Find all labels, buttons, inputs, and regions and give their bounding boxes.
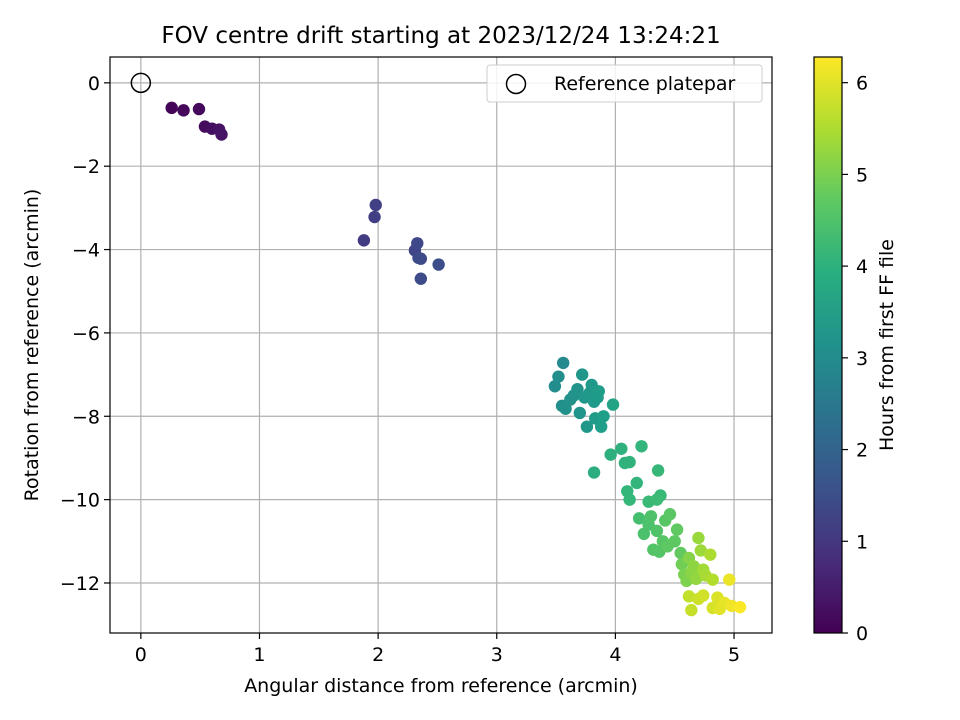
y-axis-ticks: 0 −2 −4 −6 −8 −10 −12 <box>60 73 110 595</box>
reference-platepar-marker <box>130 72 152 94</box>
data-point <box>369 198 382 212</box>
data-point <box>723 573 736 586</box>
data-point <box>571 382 584 396</box>
data-point <box>696 589 710 602</box>
data-point <box>606 398 620 411</box>
legend-marker-icon <box>505 73 527 95</box>
legend: Reference platepar <box>486 64 763 103</box>
data-point <box>692 531 705 545</box>
colorbar-tick-label: 5 <box>856 164 868 186</box>
data-point <box>548 380 562 393</box>
data-point <box>623 455 636 469</box>
x-axis-ticks: 0 1 2 3 4 5 <box>135 633 740 666</box>
data-point <box>706 573 719 586</box>
data-point <box>559 402 572 415</box>
data-point <box>733 600 747 614</box>
x-axis-label: Angular distance from reference (arcmin) <box>244 675 638 697</box>
data-point <box>357 234 371 247</box>
data-point <box>580 420 594 433</box>
colorbar-tick-label: 0 <box>856 623 868 645</box>
y-tick-label: −4 <box>72 240 100 262</box>
data-point <box>177 104 190 117</box>
y-tick-label: −6 <box>72 323 100 345</box>
x-tick-label: 1 <box>253 644 265 666</box>
chart-title: FOV centre drift starting at 2023/12/24 … <box>161 23 720 49</box>
data-points <box>165 101 747 617</box>
data-point <box>556 356 570 370</box>
data-point <box>414 272 428 285</box>
data-point <box>682 590 696 603</box>
colorbar-tick-label: 4 <box>856 256 868 278</box>
data-point <box>685 603 698 617</box>
data-point <box>552 370 565 383</box>
grid-lines <box>110 57 772 633</box>
data-point <box>632 512 646 525</box>
data-point <box>597 410 610 423</box>
legend-label: Reference platepar <box>554 73 736 95</box>
data-point <box>637 527 651 541</box>
data-point <box>432 258 445 271</box>
data-point <box>689 572 703 586</box>
data-point <box>165 101 178 115</box>
data-point <box>651 464 665 477</box>
data-point <box>663 508 677 521</box>
data-point <box>587 466 601 479</box>
colorbar-tick-label: 2 <box>856 440 868 462</box>
legend-box <box>486 64 763 103</box>
data-point <box>573 406 587 420</box>
data-point <box>615 442 628 455</box>
colorbar <box>813 56 843 634</box>
data-point <box>650 524 664 538</box>
data-point <box>694 544 708 557</box>
colorbar-tick-label: 3 <box>856 348 868 370</box>
data-point <box>623 493 636 506</box>
y-axis-label: Rotation from reference (arcmin) <box>21 189 43 502</box>
data-point <box>704 548 717 561</box>
data-point <box>687 560 700 573</box>
data-point <box>670 523 684 536</box>
data-point <box>604 448 617 461</box>
data-point <box>215 128 228 141</box>
x-tick-label: 5 <box>728 644 740 666</box>
x-tick-label: 3 <box>491 644 503 666</box>
colorbar-ticks: 0 1 2 3 4 5 6 <box>842 73 868 645</box>
data-point <box>592 385 605 398</box>
y-tick-label: −10 <box>60 490 100 512</box>
colorbar-tick-label: 1 <box>856 531 868 553</box>
data-point <box>411 237 424 250</box>
data-point <box>368 210 381 224</box>
data-point <box>412 251 425 265</box>
x-tick-label: 2 <box>372 644 384 666</box>
y-tick-label: −2 <box>72 156 100 178</box>
colorbar-label: Hours from first FF file <box>876 239 898 451</box>
y-tick-label: 0 <box>88 73 100 95</box>
y-tick-label: −8 <box>72 406 100 428</box>
colorbar-tick-label: 6 <box>856 73 868 95</box>
data-point <box>630 476 643 490</box>
x-tick-label: 0 <box>135 644 147 666</box>
y-tick-label: −12 <box>60 573 100 595</box>
data-point <box>668 535 681 548</box>
data-point <box>644 510 658 523</box>
data-point <box>635 440 648 453</box>
data-point <box>192 102 206 116</box>
data-point <box>594 420 608 433</box>
x-tick-label: 4 <box>609 644 621 666</box>
plot-frame <box>109 56 773 634</box>
data-point <box>650 493 664 506</box>
data-point <box>575 368 589 381</box>
